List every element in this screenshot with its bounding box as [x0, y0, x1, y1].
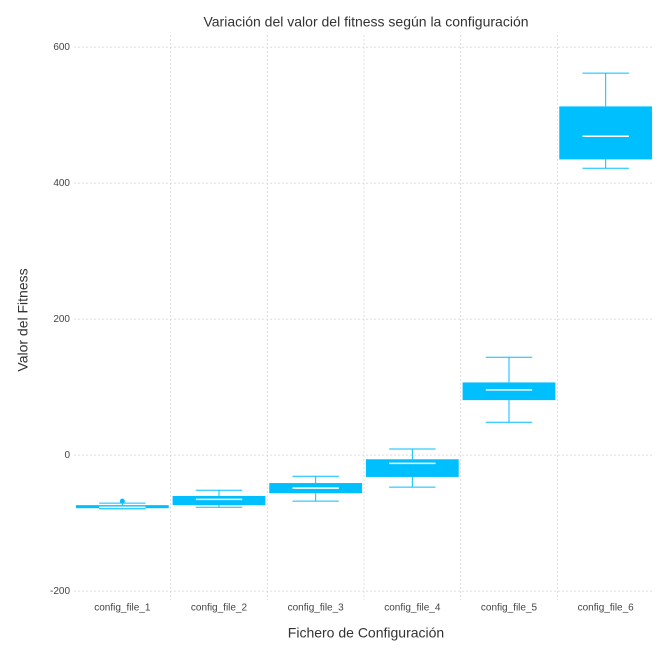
- chart-title: Variación del valor del fitness según la…: [203, 14, 528, 30]
- x-tick-label: config_file_4: [384, 603, 441, 614]
- x-tick-label: config_file_1: [94, 603, 151, 614]
- y-tick-label: 0: [64, 450, 70, 461]
- y-tick-label: 400: [53, 178, 70, 189]
- x-tick-label: config_file_3: [288, 603, 345, 614]
- x-axis-label: Fichero de Configuración: [288, 625, 444, 641]
- box: [365, 459, 459, 477]
- y-axis-label: Valor del Fitness: [15, 268, 31, 371]
- y-tick-label: -200: [50, 586, 70, 597]
- box: [559, 106, 653, 160]
- x-tick-label: config_file_2: [191, 603, 248, 614]
- x-tick-label: config_file_5: [481, 603, 538, 614]
- outlier: [119, 498, 125, 504]
- box: [172, 495, 266, 506]
- y-tick-label: 600: [53, 42, 70, 53]
- y-tick-label: 200: [53, 314, 70, 325]
- x-tick-label: config_file_6: [578, 603, 635, 614]
- box: [462, 382, 556, 401]
